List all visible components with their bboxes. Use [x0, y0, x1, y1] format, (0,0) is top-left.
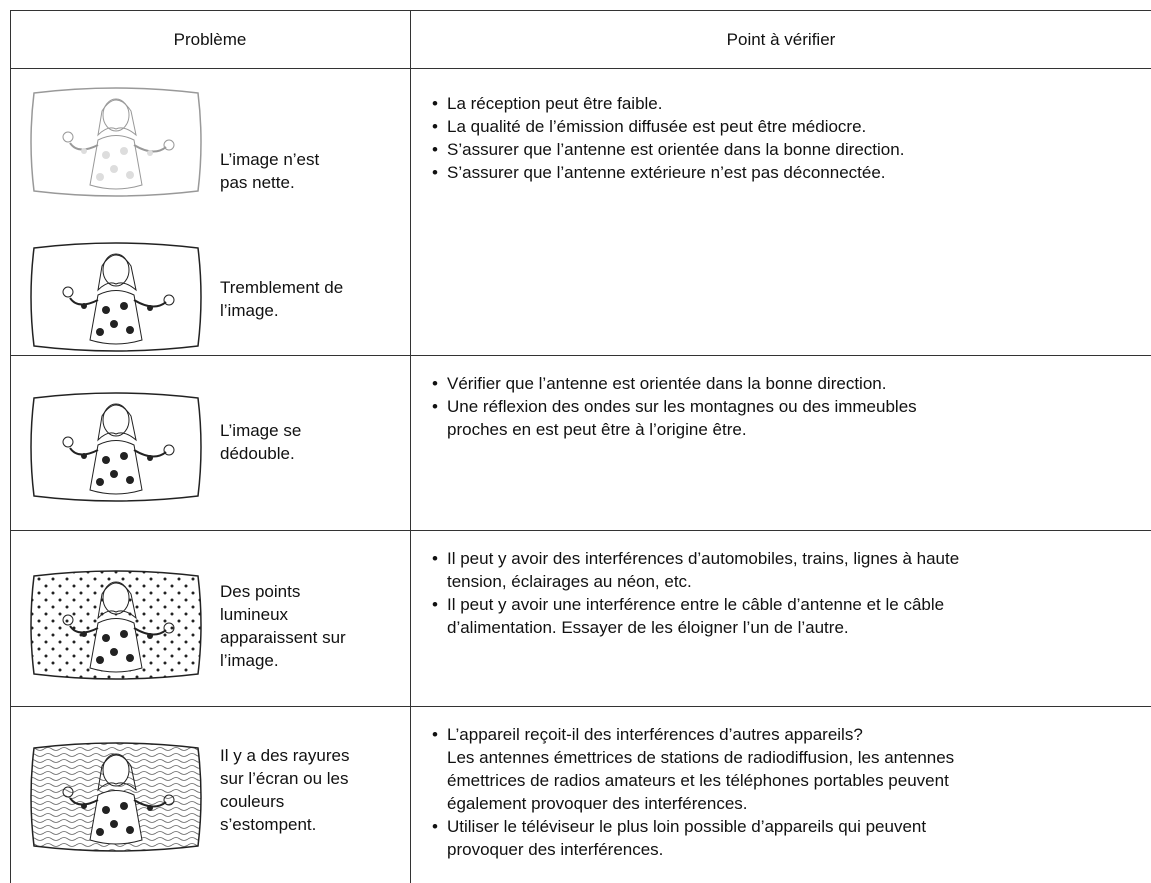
- text-line: émettrices de radios amateurs et les tél…: [447, 771, 949, 790]
- bullet: •: [432, 397, 438, 416]
- row-border: [10, 530, 1151, 531]
- bullet: •: [432, 725, 438, 744]
- text-line: Une réflexion des ondes sur les montagne…: [447, 397, 917, 416]
- text-line: pas nette.: [220, 173, 295, 192]
- bullet: •: [432, 817, 438, 836]
- bullet: •: [432, 374, 438, 393]
- text-line: l’image.: [220, 301, 279, 320]
- bullet: •: [432, 117, 438, 136]
- text-line: lumineux: [220, 605, 289, 624]
- check-item: • Vérifier que l’antenne est orientée dan…: [432, 372, 887, 395]
- text-line: couleurs: [220, 792, 285, 811]
- check-item: • Utiliser le téléviseur le plus loin pos…: [432, 815, 927, 861]
- check-item: • Il peut y avoir des interférences d’aut…: [432, 547, 960, 593]
- bullet: •: [432, 140, 438, 159]
- text-line: Des points: [220, 582, 301, 601]
- problem-text: L’image se dédouble.: [220, 419, 301, 465]
- text-line: Vérifier que l’antenne est orientée dans…: [447, 374, 887, 393]
- text-line: apparaissent sur: [220, 628, 346, 647]
- header-check: Point à vérifier: [726, 30, 836, 49]
- check-item: • S’assurer que l’antenne extérieure n’es…: [432, 161, 886, 184]
- table-border: [10, 10, 11, 883]
- text-line: L’image n’est: [220, 150, 320, 169]
- tv-illustration: [30, 392, 202, 502]
- row-border: [10, 355, 1151, 356]
- text-line: l’image.: [220, 651, 279, 670]
- text-line: Tremblement de: [220, 278, 344, 297]
- text-line: Les antennes émettrices de stations de r…: [447, 748, 955, 767]
- text-line: Il y a des rayures: [220, 746, 350, 765]
- problem-text: L’image n’est pas nette.: [220, 148, 319, 194]
- text-line: d’alimentation. Essayer de les éloigner …: [447, 618, 849, 637]
- table-border: [10, 10, 1151, 11]
- text-line: La réception peut être faible.: [447, 94, 663, 113]
- text-line: Utiliser le téléviseur le plus loin poss…: [447, 817, 927, 836]
- header-problem: Problème: [173, 30, 247, 49]
- problem-text: Il y a des rayures sur l’écran ou les coul…: [220, 744, 349, 836]
- check-item: • La qualité de l’émission diffusée est p…: [432, 115, 867, 138]
- bullet: •: [432, 549, 438, 568]
- text-line: L’appareil reçoit-il des interférences d…: [447, 725, 863, 744]
- check-item: • S’assurer que l’antenne est orientée da…: [432, 138, 905, 161]
- bullet: •: [432, 94, 438, 113]
- text-line: La qualité de l’émission diffusée est pe…: [447, 117, 867, 136]
- check-item: • La réception peut être faible.: [432, 92, 663, 115]
- text-line: S’assurer que l’antenne est orientée dan…: [447, 140, 905, 159]
- table-border: [410, 10, 411, 883]
- bullet: •: [432, 595, 438, 614]
- text-line: également provoquer des interférences.: [447, 794, 748, 813]
- problem-text: Des points lumineux apparaissent sur l’imag…: [220, 580, 346, 672]
- tv-illustration: [30, 742, 202, 852]
- tv-illustration: [30, 570, 202, 680]
- check-item: • L’appareil reçoit-il des interférences …: [432, 723, 955, 815]
- text-line: tension, éclairages au néon, etc.: [447, 572, 692, 591]
- text-line: provoquer des interférences.: [447, 840, 664, 859]
- text-line: sur l’écran ou les: [220, 769, 349, 788]
- table-border: [10, 68, 1151, 69]
- tv-illustration: [30, 242, 202, 352]
- row-border: [10, 706, 1151, 707]
- text-line: Il peut y avoir une interférence entre l…: [447, 595, 945, 614]
- problem-text: Tremblement de l’image.: [220, 276, 343, 322]
- text-line: L’image se: [220, 421, 302, 440]
- bullet: •: [432, 163, 438, 182]
- check-item: • Il peut y avoir une interférence entre …: [432, 593, 945, 639]
- check-item: • Une réflexion des ondes sur les montagn…: [432, 395, 917, 441]
- text-line: dédouble.: [220, 444, 295, 463]
- tv-illustration: [30, 87, 202, 197]
- text-line: proches en est peut être à l’origine êtr…: [447, 420, 747, 439]
- text-line: Il peut y avoir des interférences d’auto…: [447, 549, 960, 568]
- text-line: S’assurer que l’antenne extérieure n’est…: [447, 163, 886, 182]
- text-line: s’estompent.: [220, 815, 317, 834]
